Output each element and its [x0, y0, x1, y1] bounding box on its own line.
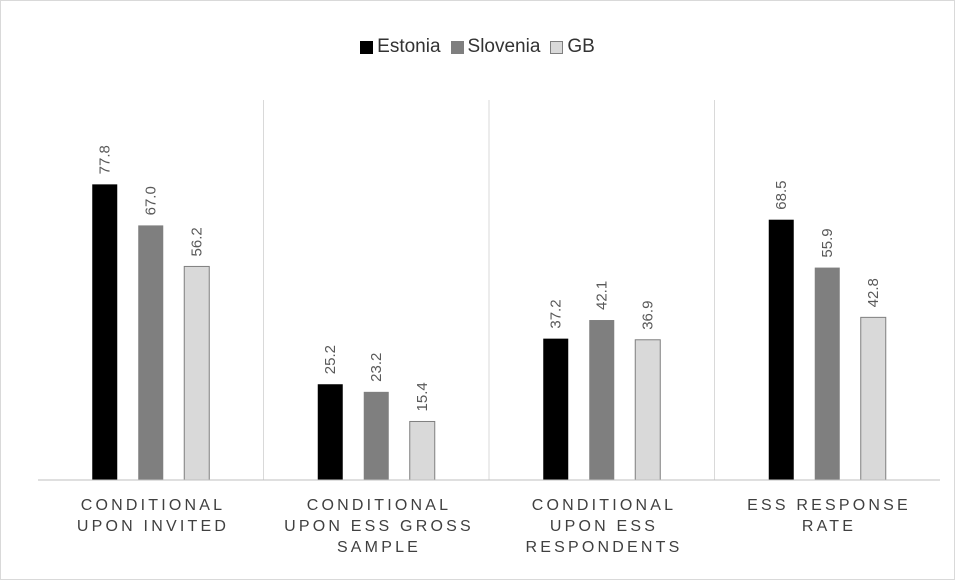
legend-item-gb: GB: [550, 36, 595, 58]
bar-slovenia-2: [363, 391, 389, 480]
category-label-line: CONDITIONAL: [531, 497, 677, 514]
value-label: 67.0: [143, 186, 160, 215]
bars: [92, 184, 887, 481]
bar-gb-3: [634, 339, 661, 481]
bar-gb-2: [409, 420, 436, 481]
category-label-line: SAMPLE: [336, 539, 422, 556]
bar-slovenia-4: [814, 267, 840, 480]
category-label-line: UPON ESS GROSS: [284, 518, 474, 535]
category-label-invited: CONDITIONAL UPON INVITED: [48, 495, 258, 537]
bar-estonia-4: [768, 219, 794, 480]
value-label: 23.2: [368, 353, 385, 382]
legend-item-slovenia: Slovenia: [450, 36, 541, 58]
legend: Estonia Slovenia GB: [0, 36, 955, 58]
category-label-gross-sample: CONDITIONAL UPON ESS GROSS SAMPLE: [274, 495, 484, 558]
value-labels: 77.8 67.0 56.2 25.2 23.2 15.4 37.2 42.1 36.9 68.5…: [97, 145, 883, 411]
category-label-response-rate: ESS RESPONSE RATE: [724, 495, 934, 537]
bar-slovenia-3: [589, 320, 615, 480]
value-label: 56.2: [189, 227, 206, 256]
legend-item-estonia: Estonia: [360, 36, 441, 58]
legend-swatch-gb: [550, 40, 564, 54]
value-label: 68.5: [773, 180, 790, 209]
legend-label-estonia: Estonia: [377, 36, 441, 57]
category-label-respondents: CONDITIONAL UPON ESS RESPONDENTS: [499, 495, 709, 558]
bar-slovenia-1: [138, 225, 164, 480]
bar-gb-1: [183, 265, 210, 481]
value-label: 37.2: [548, 299, 565, 328]
bar-estonia-3: [543, 338, 569, 480]
category-label-line: CONDITIONAL: [80, 497, 226, 514]
bar-gb-4: [860, 316, 887, 481]
category-label-line: CONDITIONAL: [306, 497, 452, 514]
bar-estonia-2: [317, 384, 343, 480]
legend-label-gb: GB: [567, 36, 595, 57]
legend-swatch-estonia: [360, 40, 374, 54]
category-label-line: RESPONDENTS: [525, 539, 683, 556]
value-label: 25.2: [322, 345, 339, 374]
value-label: 15.4: [414, 382, 431, 411]
category-label-line: UPON INVITED: [76, 518, 230, 535]
category-label-line: RATE: [801, 518, 857, 535]
value-label: 77.8: [97, 145, 114, 174]
bar-estonia-1: [92, 184, 118, 481]
value-label: 42.1: [594, 281, 611, 310]
legend-label-slovenia: Slovenia: [467, 36, 541, 57]
category-label-line: ESS RESPONSE: [747, 497, 911, 514]
value-label: 36.9: [640, 301, 657, 330]
category-label-line: UPON ESS: [549, 518, 659, 535]
value-label: 42.8: [865, 278, 882, 307]
category-separators: [263, 100, 715, 480]
legend-swatch-slovenia: [450, 40, 464, 54]
value-label: 55.9: [819, 228, 836, 257]
